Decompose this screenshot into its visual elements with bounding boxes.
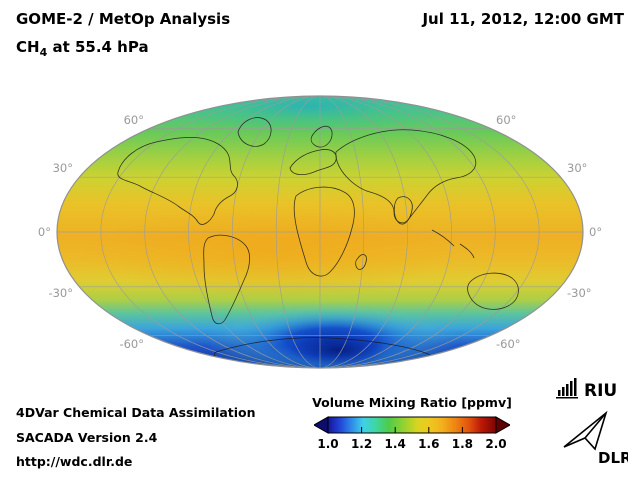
tick-label: 1.0 [317, 437, 339, 451]
version-label: SACADA Version 2.4 [16, 429, 158, 445]
lat-label: 30° [567, 161, 587, 175]
map-border [56, 95, 584, 369]
lat-label: -60° [119, 337, 144, 351]
riu-logo: RIU [556, 376, 628, 406]
colorbar-gradient-bar [327, 416, 497, 434]
lat-label: 0° [589, 225, 602, 239]
lat-label: 30° [53, 161, 73, 175]
assimilation-label: 4DVar Chemical Data Assimilation [16, 405, 256, 420]
riu-bars-icon [556, 378, 578, 399]
figure-datetime: Jul 11, 2012, 12:00 GMT [422, 10, 624, 28]
graticule [57, 96, 583, 368]
figure-title: GOME-2 / MetOp Analysis [16, 10, 231, 28]
colorbar-right-arrow [495, 416, 510, 434]
colorbar-scale [314, 416, 510, 434]
lat-label: -30° [48, 286, 73, 300]
tick-label: 1.4 [384, 437, 406, 451]
colorbar-tick-marks [361, 427, 463, 433]
tick-label: 1.6 [418, 437, 440, 451]
riu-logo-text: RIU [584, 381, 617, 401]
tick-label: 1.2 [350, 437, 373, 451]
lat-label: 60° [124, 113, 144, 127]
latitude-labels: 60° 30° 0° -30° -60° 60° 30° 0° -30° -60… [38, 113, 602, 351]
data-center-url: http://wdc.dlr.de [16, 454, 133, 469]
species-symbol: CH [16, 38, 40, 56]
figure-subtitle: CH4 at 55.4 hPa [16, 38, 149, 59]
colorbar-tick-labels: 1.0 1.2 1.4 1.6 1.8 2.0 [312, 437, 512, 453]
dlr-logo: DLR [560, 405, 632, 471]
colorbar: Volume Mixing Ratio [ppmv] [312, 395, 512, 453]
lat-label: -60° [496, 337, 521, 351]
tick-label: 1.8 [451, 437, 474, 451]
footer-credits: 4DVar Chemical Data Assimilation SACADA … [16, 401, 256, 475]
tick-label: 2.0 [485, 437, 507, 451]
continent-outlines [117, 117, 519, 368]
lat-label: 0° [38, 225, 51, 239]
colorbar-title: Volume Mixing Ratio [ppmv] [312, 395, 512, 410]
species-subscript: 4 [39, 46, 48, 59]
dlr-logo-text: DLR [598, 449, 628, 467]
riu-logo-graphic: RIU [556, 378, 617, 401]
dlr-emblem-icon [563, 410, 608, 451]
lat-label: 60° [496, 113, 516, 127]
lat-label: -30° [567, 286, 592, 300]
colorbar-left-arrow [314, 416, 329, 434]
pressure-level: at 55.4 hPa [47, 38, 149, 56]
dlr-logo-graphic: DLR [563, 410, 632, 467]
